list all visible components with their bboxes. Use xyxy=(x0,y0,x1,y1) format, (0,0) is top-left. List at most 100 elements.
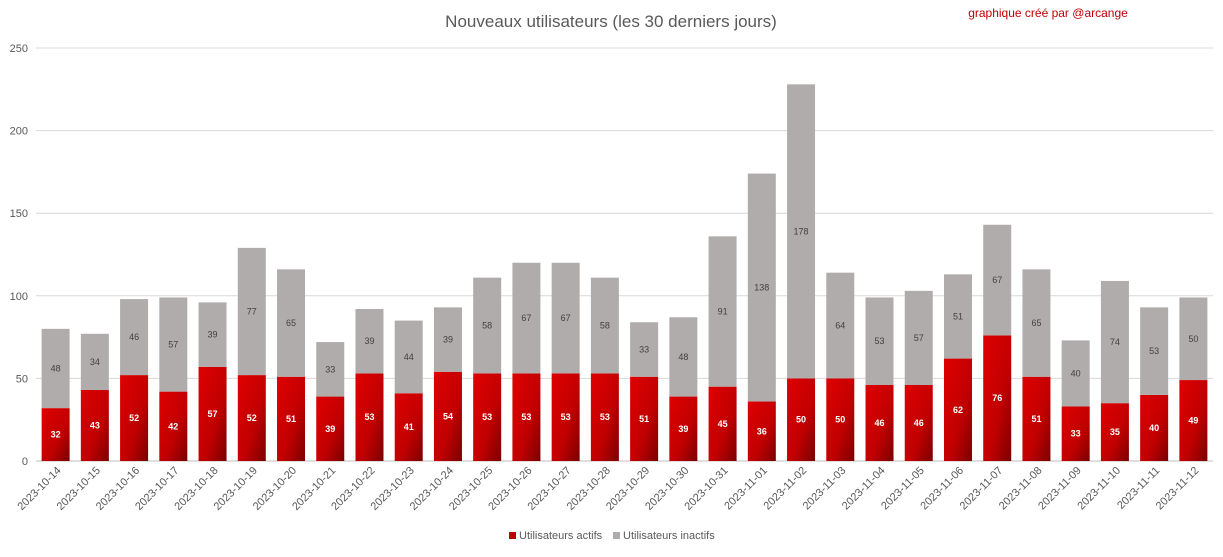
data-label-active: 53 xyxy=(364,412,374,422)
data-label-active: 50 xyxy=(796,415,806,425)
bar-inactive xyxy=(1061,340,1090,407)
chart-title: Nouveaux utilisateurs (les 30 derniers j… xyxy=(445,12,777,31)
data-label-inactive: 57 xyxy=(914,333,924,343)
data-label-active: 52 xyxy=(247,413,257,423)
bar-active xyxy=(1179,380,1208,461)
legend-label-inactive: Utilisateurs inactifs xyxy=(623,530,715,542)
bar-active xyxy=(865,385,894,461)
y-tick-label: 150 xyxy=(10,208,28,220)
y-tick-label: 100 xyxy=(10,291,28,303)
bar-active xyxy=(355,373,384,461)
bar-active xyxy=(159,391,188,461)
y-tick-label: 0 xyxy=(22,456,28,468)
data-label-inactive: 64 xyxy=(835,321,845,331)
bar-inactive xyxy=(943,274,972,359)
data-label-active: 36 xyxy=(757,426,767,436)
bar-inactive xyxy=(512,262,541,374)
data-label-inactive: 178 xyxy=(794,226,809,236)
data-label-inactive: 53 xyxy=(875,336,885,346)
data-label-active: 53 xyxy=(561,412,571,422)
data-label-inactive: 58 xyxy=(482,321,492,331)
data-labels: 32 48 43 34 52 46 42 57 57 39 52 77 51 65 39 33 53 39 41 44… xyxy=(51,226,1199,439)
bar-inactive xyxy=(198,302,227,367)
data-label-inactive: 48 xyxy=(51,363,61,373)
y-tick-label: 200 xyxy=(10,126,28,138)
data-label-active: 40 xyxy=(1149,423,1159,433)
bar-active xyxy=(1100,403,1129,461)
data-label-inactive: 50 xyxy=(1188,334,1198,344)
y-tick-label: 250 xyxy=(10,43,28,55)
bar-active xyxy=(904,385,933,461)
bar-inactive xyxy=(1022,269,1051,377)
data-label-active: 35 xyxy=(1110,427,1120,437)
bar-inactive xyxy=(394,320,423,394)
bar-active xyxy=(1061,406,1090,461)
bar-active xyxy=(473,373,502,461)
bar-active xyxy=(80,389,109,461)
y-tick-label: 50 xyxy=(16,373,28,385)
data-label-inactive: 53 xyxy=(1149,346,1159,356)
data-label-inactive: 58 xyxy=(600,321,610,331)
bar-inactive xyxy=(590,277,619,374)
x-tick-label: 2023-11-12 xyxy=(1154,465,1202,513)
data-label-active: 54 xyxy=(443,411,453,421)
legend: Utilisateurs actifs Utilisateurs inactif… xyxy=(509,530,715,542)
data-label-inactive: 67 xyxy=(992,275,1002,285)
data-label-active: 57 xyxy=(208,409,218,419)
bar-active xyxy=(826,378,855,461)
bar-active xyxy=(433,371,462,461)
data-label-inactive: 34 xyxy=(90,357,100,367)
bar-inactive xyxy=(865,297,894,386)
data-label-inactive: 65 xyxy=(286,318,296,328)
bar-inactive xyxy=(1100,280,1129,404)
bar-inactive xyxy=(277,269,306,377)
data-label-active: 53 xyxy=(521,412,531,422)
bar-active xyxy=(590,373,619,461)
bar-inactive xyxy=(1179,297,1208,381)
data-label-active: 39 xyxy=(678,424,688,434)
data-label-active: 53 xyxy=(600,412,610,422)
data-label-inactive: 44 xyxy=(404,352,414,362)
chart-credit: graphique créé par @arcange xyxy=(968,6,1128,20)
bar-inactive xyxy=(669,317,698,397)
data-label-active: 33 xyxy=(1071,429,1081,439)
bar-inactive xyxy=(80,333,109,390)
bar-inactive xyxy=(826,272,855,379)
data-label-inactive: 39 xyxy=(364,336,374,346)
data-label-inactive: 91 xyxy=(718,306,728,316)
bar-inactive xyxy=(41,328,70,409)
data-label-active: 62 xyxy=(953,405,963,415)
data-label-inactive: 51 xyxy=(953,311,963,321)
bar-active xyxy=(708,386,737,461)
y-axis: 0 50 100 150 200 250 xyxy=(10,43,28,468)
data-label-active: 39 xyxy=(325,424,335,434)
bar-active xyxy=(630,376,659,461)
bar-inactive xyxy=(237,247,266,376)
data-label-active: 46 xyxy=(914,418,924,428)
data-label-active: 51 xyxy=(639,414,649,424)
bar-active xyxy=(747,401,776,461)
bar-active xyxy=(669,396,698,461)
legend-swatch-inactive xyxy=(613,532,620,539)
bar-active xyxy=(198,366,227,461)
bar-active xyxy=(41,408,70,461)
data-label-inactive: 74 xyxy=(1110,337,1120,347)
bar-inactive xyxy=(630,322,659,377)
legend-swatch-active xyxy=(509,532,516,539)
bar-active xyxy=(787,378,816,461)
bar-inactive xyxy=(433,307,462,372)
bar-active xyxy=(394,393,423,461)
bar-active xyxy=(512,373,541,461)
bar-inactive xyxy=(1140,307,1169,395)
data-label-inactive: 39 xyxy=(208,330,218,340)
bar-inactive xyxy=(904,290,933,386)
bar-active xyxy=(1140,394,1169,461)
data-label-inactive: 48 xyxy=(678,352,688,362)
data-label-active: 46 xyxy=(875,418,885,428)
data-label-inactive: 138 xyxy=(754,283,769,293)
data-label-active: 32 xyxy=(51,430,61,440)
bar-inactive xyxy=(787,84,816,379)
x-axis: 2023-10-142023-10-152023-10-162023-10-17… xyxy=(15,465,1201,513)
data-label-inactive: 57 xyxy=(168,340,178,350)
